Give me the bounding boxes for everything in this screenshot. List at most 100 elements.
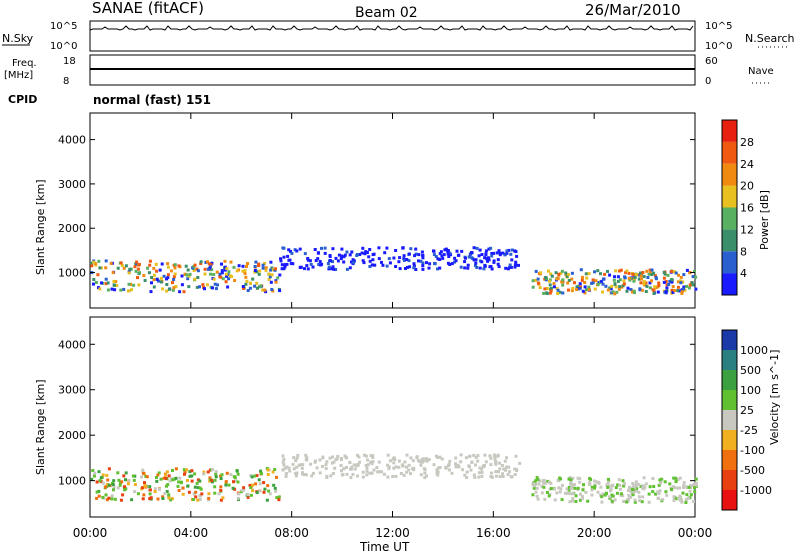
data-cell — [678, 476, 682, 480]
data-cell — [270, 288, 274, 291]
data-cell — [107, 467, 111, 471]
data-cell — [606, 481, 610, 485]
data-cell — [662, 280, 666, 284]
data-cell — [187, 274, 191, 278]
data-cell — [626, 488, 630, 492]
data-cell — [670, 487, 673, 491]
data-cell — [330, 461, 334, 465]
data-cell — [104, 493, 108, 497]
data-cell — [183, 272, 187, 276]
data-cell — [578, 480, 582, 484]
data-cell — [392, 256, 396, 260]
data-cell — [124, 471, 128, 475]
data-cell — [203, 267, 207, 271]
data-cell — [305, 456, 309, 460]
data-cell — [173, 263, 177, 267]
data-cell — [418, 460, 422, 464]
data-cell — [367, 255, 371, 259]
data-cell — [115, 284, 119, 287]
data-cell — [423, 471, 427, 475]
data-cell — [557, 272, 561, 276]
data-cell — [640, 277, 643, 281]
data-cell — [566, 281, 570, 285]
data-cell — [363, 252, 367, 256]
data-cell — [583, 291, 587, 295]
data-cell — [560, 269, 564, 273]
data-cell — [419, 463, 423, 467]
data-cell — [220, 269, 224, 273]
data-cell — [587, 272, 591, 276]
data-cell — [214, 470, 218, 474]
data-cell — [589, 478, 593, 481]
data-cell — [199, 262, 203, 265]
data-cell — [474, 261, 478, 265]
data-cell — [432, 253, 436, 257]
data-cell — [436, 267, 439, 271]
data-cell — [317, 263, 321, 266]
colorbar-tick-label: 4 — [740, 267, 747, 280]
data-cell — [480, 474, 484, 478]
nsky-tick-top: 10^5 — [50, 21, 77, 32]
colorbar-segment — [722, 370, 737, 390]
data-cell — [619, 494, 623, 497]
data-cell — [583, 285, 587, 289]
data-cell — [578, 282, 582, 286]
data-cell — [693, 490, 697, 494]
data-cell — [409, 247, 413, 251]
data-cell — [654, 277, 658, 281]
data-cell — [235, 469, 239, 473]
data-cell — [278, 289, 282, 293]
data-cell — [532, 482, 536, 486]
data-cell — [160, 262, 164, 266]
colorbar-segment — [722, 330, 737, 350]
data-cell — [118, 483, 122, 487]
data-cell — [425, 261, 428, 265]
data-cell — [264, 266, 268, 270]
data-cell — [632, 490, 636, 494]
data-cell — [127, 478, 131, 482]
data-cell — [371, 258, 375, 262]
data-cell — [232, 480, 235, 484]
data-cell — [640, 288, 644, 292]
data-cell — [145, 475, 149, 479]
data-cell — [561, 283, 565, 287]
data-cell — [650, 268, 654, 272]
data-cell — [489, 456, 493, 460]
data-cell — [165, 490, 169, 493]
data-cell — [597, 480, 601, 484]
data-cell — [324, 463, 328, 467]
data-cell — [186, 479, 189, 482]
data-cell — [142, 493, 146, 497]
data-cell — [219, 485, 223, 489]
data-cell — [235, 269, 239, 273]
data-cell — [172, 278, 176, 281]
data-cell — [691, 283, 695, 287]
cpid-value: normal (fast) 151 — [93, 93, 211, 107]
data-cell — [642, 282, 646, 286]
data-cell — [450, 262, 454, 266]
data-cell — [500, 464, 504, 467]
data-cell — [227, 277, 231, 281]
data-cell — [297, 463, 301, 467]
data-cell — [163, 492, 167, 495]
data-cell — [440, 457, 444, 461]
data-cell — [693, 270, 696, 273]
freq-tick-top: 18 — [63, 56, 76, 67]
data-cell — [489, 475, 493, 478]
data-cell — [127, 271, 131, 275]
data-cell — [97, 470, 101, 474]
data-cell — [301, 472, 305, 476]
data-cell — [456, 253, 460, 257]
data-cell — [157, 471, 161, 475]
data-cell — [133, 490, 137, 494]
data-cell — [613, 282, 617, 286]
data-cell — [319, 263, 323, 267]
colorbar-segment — [722, 207, 737, 230]
data-cell — [633, 276, 637, 279]
colorbar-segment — [722, 120, 737, 142]
data-cell — [315, 466, 319, 470]
data-cell — [206, 260, 209, 264]
data-cell — [497, 249, 501, 253]
x-tick-label: 08:00 — [274, 526, 309, 540]
data-cell — [355, 453, 359, 457]
